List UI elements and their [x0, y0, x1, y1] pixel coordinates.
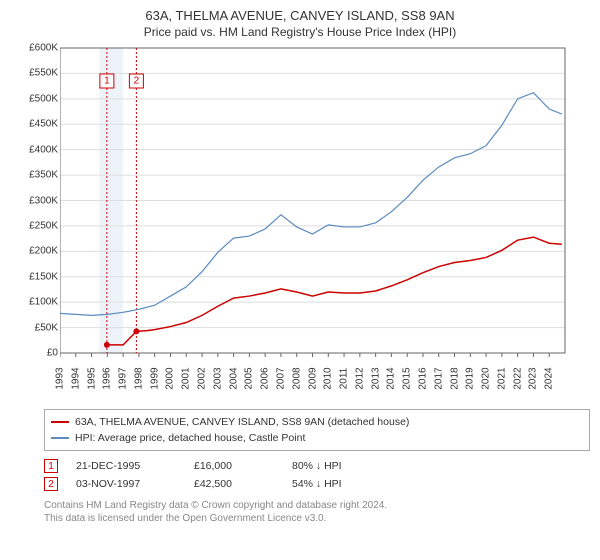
y-axis-tick-label: £250K [29, 220, 58, 231]
x-axis-tick-label: 2017 [433, 367, 444, 389]
row-diff: 80% ↓ HPI [292, 460, 382, 472]
legend-item: HPI: Average price, detached house, Cast… [51, 430, 583, 446]
x-axis-tick-label: 2002 [197, 367, 208, 389]
x-axis-tick-label: 2016 [417, 367, 428, 389]
legend-item: 63A, THELMA AVENUE, CANVEY ISLAND, SS8 9… [51, 414, 583, 430]
legend-label: 63A, THELMA AVENUE, CANVEY ISLAND, SS8 9… [75, 416, 409, 428]
footer-line: This data is licensed under the Open Gov… [44, 512, 590, 525]
x-axis-tick-label: 1993 [55, 367, 66, 389]
legend-box: 63A, THELMA AVENUE, CANVEY ISLAND, SS8 9… [44, 409, 590, 451]
legend-swatch [51, 437, 69, 439]
footer-line: Contains HM Land Registry data © Crown c… [44, 499, 590, 512]
y-axis-tick-label: £100K [29, 297, 58, 308]
y-axis-tick-label: £350K [29, 170, 58, 181]
x-axis-tick-label: 2018 [449, 367, 460, 389]
y-axis-tick-label: £600K [29, 43, 58, 54]
x-axis-tick-label: 2011 [339, 368, 350, 390]
x-axis-tick-label: 2015 [402, 367, 413, 389]
x-axis-tick-label: 1996 [102, 367, 113, 389]
svg-text:1: 1 [104, 76, 110, 87]
x-axis-tick-label: 1999 [149, 367, 160, 389]
row-price: £42,500 [194, 478, 274, 490]
x-axis-tick-label: 2007 [275, 367, 286, 389]
y-axis-tick-label: £200K [29, 246, 58, 257]
x-axis-tick-label: 2000 [165, 367, 176, 389]
x-axis-tick-label: 2003 [212, 367, 223, 389]
row-marker: 1 [44, 459, 58, 473]
svg-text:2: 2 [134, 76, 140, 87]
x-axis-tick-label: 2009 [307, 367, 318, 389]
chart-title-sub: Price paid vs. HM Land Registry's House … [0, 25, 600, 39]
table-row: 2 03-NOV-1997 £42,500 54% ↓ HPI [44, 475, 590, 493]
transaction-table: 1 21-DEC-1995 £16,000 80% ↓ HPI 2 03-NOV… [44, 457, 590, 493]
chart-title-block: 63A, THELMA AVENUE, CANVEY ISLAND, SS8 9… [0, 0, 600, 43]
x-axis-tick-label: 2019 [465, 367, 476, 389]
x-axis-tick-label: 2004 [228, 367, 239, 389]
row-marker: 2 [44, 477, 58, 491]
y-axis-tick-label: £150K [29, 271, 58, 282]
x-axis-tick-label: 2021 [496, 367, 507, 389]
y-axis-tick-label: £300K [29, 195, 58, 206]
x-axis-tick-label: 1998 [133, 367, 144, 389]
row-price: £16,000 [194, 460, 274, 472]
row-diff: 54% ↓ HPI [292, 478, 382, 490]
legend-label: HPI: Average price, detached house, Cast… [75, 432, 305, 444]
y-axis-tick-label: £50K [35, 322, 58, 333]
x-axis-tick-label: 1997 [118, 367, 129, 389]
legend-swatch [51, 421, 69, 423]
x-axis-tick-label: 2005 [244, 367, 255, 389]
row-date: 21-DEC-1995 [76, 460, 176, 472]
x-axis-tick-label: 1995 [86, 367, 97, 389]
row-date: 03-NOV-1997 [76, 478, 176, 490]
x-axis-tick-label: 2012 [354, 367, 365, 389]
x-axis-tick-label: 2013 [370, 367, 381, 389]
x-axis-tick-label: 2022 [512, 367, 523, 389]
y-axis-tick-label: £500K [29, 93, 58, 104]
y-axis-tick-label: £0 [47, 348, 58, 359]
x-axis-tick-label: 2024 [544, 367, 555, 389]
x-axis-tick-label: 2008 [291, 367, 302, 389]
y-axis-tick-label: £550K [29, 68, 58, 79]
x-axis-tick-label: 2014 [386, 367, 397, 389]
table-row: 1 21-DEC-1995 £16,000 80% ↓ HPI [44, 457, 590, 475]
x-axis-tick-label: 2006 [260, 367, 271, 389]
y-axis-tick-label: £400K [29, 144, 58, 155]
line-chart-svg: 12 [60, 43, 570, 368]
footer-attribution: Contains HM Land Registry data © Crown c… [44, 499, 590, 525]
chart-area: £0 £50K £100K £150K £200K £250K £300K £350K £400… [10, 43, 570, 403]
x-axis-tick-label: 2023 [528, 367, 539, 389]
x-axis-tick-label: 2001 [181, 367, 192, 389]
x-axis-tick-label: 2020 [481, 367, 492, 389]
x-axis-tick-label: 1994 [70, 367, 81, 389]
x-axis-tick-label: 2010 [323, 367, 334, 389]
y-axis-tick-label: £450K [29, 119, 58, 130]
chart-title-main: 63A, THELMA AVENUE, CANVEY ISLAND, SS8 9… [0, 8, 600, 23]
